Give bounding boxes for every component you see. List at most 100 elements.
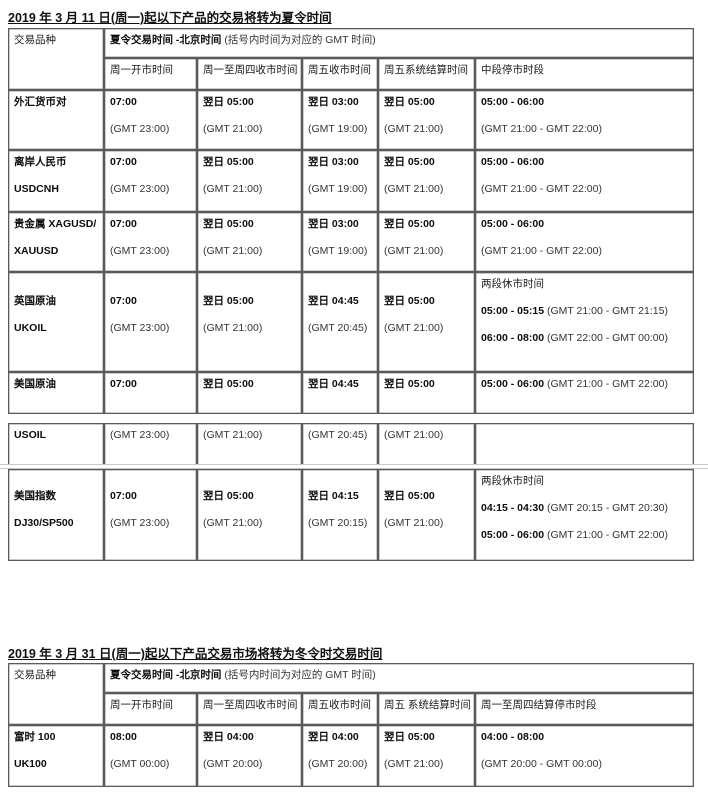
cell-open: (GMT 23:00) (104, 423, 197, 469)
cell-close-fri: 翌日 03:00 (GMT 19:00) (302, 90, 378, 150)
close-mon-thu-bj: 翌日 05:00 (203, 156, 254, 168)
cell-close-mon-thu: 翌日 05:00 (197, 372, 302, 414)
open-gmt: (GMT 23:00) (110, 429, 170, 441)
close-fri-bj: 翌日 04:45 (308, 295, 359, 307)
instrument-name-line1: 美国原油 (14, 378, 56, 390)
close-fri-bj: 翌日 03:00 (308, 156, 359, 168)
header-col-break-label: 中段停市时段 (481, 64, 544, 76)
settle-fri-gmt: (GMT 21:00) (384, 758, 444, 771)
summer-schedule-table: 交易品种 夏令交易时间 -北京时间 (括号内时间为对应的 GMT 时间) 周一开… (8, 28, 695, 561)
header-col-open: 周一开市时间 (104, 693, 197, 725)
header-col-close-fri-label: 周五收市时间 (308, 64, 371, 76)
settle-fri-bj: 翌日 05:00 (384, 731, 435, 743)
cell-close-fri: 翌日 03:00 (GMT 19:00) (302, 150, 378, 212)
open-gmt: (GMT 23:00) (110, 322, 170, 335)
cell-settle-fri: 翌日 05:00 (GMT 21:00) (378, 212, 475, 272)
settle-fri-gmt: (GMT 21:00) (384, 429, 444, 441)
row-instrument: 美国原油 (8, 372, 104, 414)
cell-open: 07:00 (GMT 23:00) (104, 469, 197, 561)
open-bj: 07:00 (110, 96, 137, 108)
cell-break (475, 423, 695, 469)
close-fri-bj: 翌日 04:15 (308, 490, 359, 502)
instrument-name-line1: 外汇货币对 (14, 96, 67, 108)
cell-close-fri: 翌日 03:00 (GMT 19:00) (302, 212, 378, 272)
cell-close-fri: 翌日 04:45 (302, 372, 378, 414)
settle-fri-gmt: (GMT 21:00) (384, 245, 444, 258)
close-mon-thu-gmt: (GMT 21:00) (203, 322, 263, 335)
cell-open: 07:00 (GMT 23:00) (104, 90, 197, 150)
settle-fri-gmt: (GMT 21:00) (384, 183, 444, 196)
instrument-name-line1: 英国原油 (14, 295, 56, 307)
break-1-bj: 05:00 - 06:00 (481, 218, 545, 230)
cell-break: 05:00 - 06:00 (GMT 21:00 - GMT 22:00) (475, 90, 695, 150)
row-instrument: 离岸人民币 USDCNH (8, 150, 104, 212)
break-1-gmt: (GMT 20:00 - GMT 00:00) (481, 758, 602, 771)
break-1-bj: 05:00 - 05:15 (481, 305, 545, 318)
close-fri-gmt: (GMT 20:45) (308, 429, 368, 441)
open-gmt: (GMT 23:00) (110, 517, 170, 530)
page-break-spacer-row (8, 414, 695, 423)
close-fri-bj: 翌日 03:00 (308, 96, 359, 108)
close-mon-thu-gmt: (GMT 21:00) (203, 429, 263, 441)
winter-section-title: 2019 年 3 月 31 日(周一)起以下产品交易市场将转为冬令时交易时间 (8, 647, 383, 661)
settle-fri-gmt: (GMT 21:00) (384, 322, 444, 335)
open-bj: 07:00 (110, 218, 137, 230)
cell-close-mon-thu: 翌日 05:00 (GMT 21:00) (197, 469, 302, 561)
cell-open: 07:00 (GMT 23:00) (104, 150, 197, 212)
break-slot-2: 05:00 - 06:00 (GMT 21:00 - GMT 22:00) (481, 529, 689, 542)
break-1-gmt: (GMT 20:15 - GMT 20:30) (546, 502, 668, 515)
close-mon-thu-bj: 翌日 05:00 (203, 295, 254, 307)
cell-settle-fri: 翌日 05:00 (GMT 21:00) (378, 272, 475, 372)
table-row: 贵金属 XAGUSD/ XAUUSD 07:00 (GMT 23:00) 翌日 … (8, 212, 695, 272)
page-break-spacer (8, 414, 695, 423)
cell-close-mon-thu: 翌日 04:00 (GMT 20:00) (197, 725, 302, 787)
cell-break: 两段休市时间 05:00 - 05:15 (GMT 21:00 - GMT 21… (475, 272, 695, 372)
settle-fri-bj: 翌日 05:00 (384, 218, 435, 230)
break-1-bj: 04:15 - 04:30 (481, 502, 545, 515)
header-col-settle-fri-label: 周五 系统结算时间 (384, 699, 471, 711)
settle-fri-bj: 翌日 05:00 (384, 378, 435, 390)
break-2-bj: 06:00 - 08:00 (481, 332, 545, 345)
header-span-note: (括号内时间为对应的 GMT 时间) (224, 669, 376, 681)
settle-fri-bj: 翌日 05:00 (384, 490, 435, 502)
close-fri-gmt: (GMT 20:15) (308, 517, 368, 530)
row-instrument: 贵金属 XAGUSD/ XAUUSD (8, 212, 104, 272)
header-span-note: (括号内时间为对应的 GMT 时间) (224, 34, 376, 46)
break-2-gmt: (GMT 22:00 - GMT 00:00) (546, 332, 668, 345)
table-row: 美国指数 DJ30/SP500 07:00 (GMT 23:00) 翌日 05:… (8, 469, 695, 561)
table-row: USOIL (GMT 23:00) (GMT 21:00) (GMT 20:45… (8, 423, 695, 469)
cell-settle-fri: 翌日 05:00 (GMT 21:00) (378, 725, 475, 787)
cell-settle-fri: (GMT 21:00) (378, 423, 475, 469)
settle-fri-gmt: (GMT 21:00) (384, 123, 444, 136)
break-1-bj: 05:00 - 06:00 (481, 156, 545, 168)
close-mon-thu-gmt: (GMT 20:00) (203, 758, 263, 771)
break-slot-1: 05:00 - 05:15 (GMT 21:00 - GMT 21:15) (481, 305, 689, 318)
row-instrument: 美国指数 DJ30/SP500 (8, 469, 104, 561)
table-header-row-1: 交易品种 夏令交易时间 -北京时间 (括号内时间为对应的 GMT 时间) (8, 663, 695, 725)
break-title: 两段休市时间 (481, 278, 544, 290)
break-slot-2: 06:00 - 08:00 (GMT 22:00 - GMT 00:00) (481, 332, 689, 345)
page-break-divider (0, 464, 708, 469)
instrument-name-line2: XAUUSD (14, 245, 59, 258)
cell-close-mon-thu: 翌日 05:00 (GMT 21:00) (197, 272, 302, 372)
header-col-open: 周一开市时间 (104, 58, 197, 90)
cell-open: 07:00 (104, 372, 197, 414)
cell-break: 两段休市时间 04:15 - 04:30 (GMT 20:15 - GMT 20… (475, 469, 695, 561)
cell-close-mon-thu: (GMT 21:00) (197, 423, 302, 469)
settle-fri-bj: 翌日 05:00 (384, 96, 435, 108)
close-fri-gmt: (GMT 20:00) (308, 758, 368, 771)
header-col-close-fri-label: 周五收市时间 (308, 699, 371, 711)
cell-settle-fri: 翌日 05:00 (GMT 21:00) (378, 469, 475, 561)
open-bj: 07:00 (110, 378, 137, 390)
cell-open: 07:00 (GMT 23:00) (104, 212, 197, 272)
instrument-name-line1: 富时 100 (14, 731, 56, 743)
instrument-name-line1: 美国指数 (14, 490, 56, 502)
header-col-break: 周一至周四结算停市时段 (475, 693, 695, 725)
header-col-settle-fri: 周五 系统结算时间 (378, 693, 475, 725)
table-row: 富时 100 UK100 08:00 (GMT 00:00) 翌日 04:00 … (8, 725, 695, 787)
header-span-trading-hours: 夏令交易时间 -北京时间 (括号内时间为对应的 GMT 时间) (104, 663, 695, 693)
instrument-name-line1: 离岸人民币 (14, 156, 67, 168)
row-instrument: 英国原油 UKOIL (8, 272, 104, 372)
table-header-row-2: 周一开市时间 周一至周四收市时间 周五收市时间 周五 系统结算时间 周一至周四结… (8, 693, 695, 725)
